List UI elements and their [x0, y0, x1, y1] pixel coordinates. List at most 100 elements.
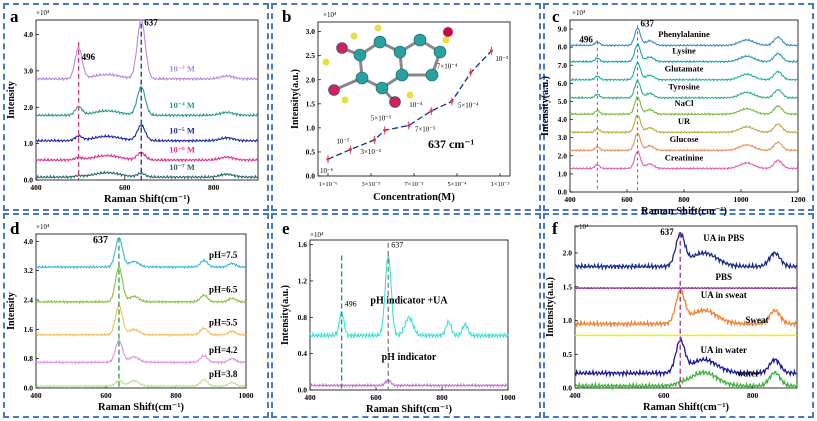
y-tick-label: 2.0 — [558, 151, 568, 160]
x-tick-label: 1200 — [791, 195, 806, 204]
atom — [433, 45, 447, 59]
y-tick-label: 0.0 — [558, 188, 568, 197]
y-tick-label: 4.0 — [24, 237, 34, 246]
series-label-4: UA in water — [700, 345, 747, 355]
y-tick-label: 4.0 — [558, 115, 568, 124]
data-point — [407, 123, 411, 128]
peak-label-496: 496 — [579, 35, 593, 45]
atom — [413, 33, 427, 47]
y-tick-label: 3.0 — [558, 133, 568, 142]
x-tick-label: 1×10⁻⁶ — [318, 181, 337, 188]
panel-letter: b — [282, 7, 291, 26]
scale-label: ×10⁴ — [36, 223, 50, 231]
series-line-0 — [569, 27, 798, 48]
y-tick-label: 0.0 — [298, 386, 308, 395]
x-tick-label: 1000 — [501, 393, 516, 402]
series-label-1: pH=6.5 — [209, 285, 238, 295]
peak-label-637: 637 — [391, 240, 403, 249]
data-point — [372, 138, 377, 142]
x-tick-label: 600 — [658, 391, 670, 400]
plot-frame — [574, 225, 798, 389]
y-tick-label: 5.0 — [558, 97, 568, 106]
atom — [355, 71, 369, 85]
series-line-0 — [35, 18, 258, 82]
series-label-3: pH=4.2 — [209, 345, 238, 355]
y-tick-label: 1.5 — [563, 282, 573, 291]
y-tick-label: 1.0 — [306, 123, 316, 132]
y-tick-label: 7.0 — [558, 61, 568, 70]
peak-annotation: 637 cm⁻¹ — [428, 137, 475, 151]
y-tick-label: 3.2 — [24, 266, 34, 275]
atom — [389, 96, 401, 108]
series-label-3: Sweat — [746, 315, 769, 325]
x-tick-label: 1000 — [734, 195, 749, 204]
atom — [406, 91, 414, 99]
y-axis-label: Intensity(a.u.) — [290, 69, 301, 129]
data-point — [450, 99, 454, 104]
y-tick-label: 1.0 — [24, 139, 34, 148]
series-label-0: UA in PBS — [703, 233, 744, 243]
atom — [374, 24, 382, 32]
atom — [442, 36, 450, 44]
x-tick-label: 600 — [370, 393, 382, 402]
atom — [353, 48, 367, 62]
panel-letter: a — [10, 7, 19, 26]
chart-d: d ×10⁴ 400 600 800 1000 0.0 0.8 1.6 2.4 3.2 4.0 Rama… — [6, 219, 254, 413]
y-tick-label: 0.0 — [306, 172, 316, 181]
y-tick-label: 3.0 — [24, 66, 34, 75]
series-line-5 — [569, 114, 799, 135]
x-tick-label: 3×10⁻⁵ — [361, 181, 380, 188]
x-tick-label: 1×10⁻³ — [491, 181, 510, 188]
series-label-2: Glutamate — [665, 64, 704, 74]
panel-letter: e — [282, 219, 290, 238]
y-tick-label: 1.0 — [558, 169, 568, 178]
data-point — [489, 49, 493, 53]
series-label-6: Glucose — [670, 134, 699, 144]
panel-a-frame — [3, 3, 269, 211]
panel-f-frame — [543, 213, 814, 418]
series-line-0 — [35, 237, 246, 270]
series-label-1: PBS — [715, 272, 732, 282]
atom — [443, 27, 453, 37]
atom — [375, 81, 389, 95]
series-label-4: NaCl — [675, 98, 695, 108]
series-line-3 — [574, 333, 798, 337]
data-point — [326, 157, 330, 161]
series-line-5 — [574, 369, 798, 391]
x-tick-label: 400 — [30, 183, 42, 192]
y-axis-label: Intensity(a.u.) — [280, 285, 291, 345]
panel-letter: c — [552, 7, 560, 26]
chart-a: a ×10⁴ 400 600 800 0.0 1.0 2.0 3.0 4.0 Raman Shift… — [6, 7, 259, 205]
x-tick-label: 400 — [569, 391, 581, 400]
atom — [336, 42, 348, 54]
chart-b: b ×10⁴ 1×10⁻⁶ 3×10⁻⁵ 7×10⁻⁵ 5×10⁻⁴ 1×10⁻³ 0.0 0.… — [282, 7, 511, 203]
y-tick-label: 2.4 — [24, 296, 34, 305]
point-label: 3×10⁻⁵ — [360, 148, 381, 156]
x-axis-label: Raman Shift(cm⁻¹) — [104, 194, 190, 205]
plot-frame — [309, 239, 509, 391]
point-label: 5×10⁻⁵ — [371, 114, 392, 122]
y-tick-label: 0.5 — [563, 350, 573, 359]
point-label: 10⁻⁶ — [320, 167, 334, 175]
series-line-1 — [35, 265, 247, 305]
series-line-4 — [35, 170, 259, 180]
atom — [341, 96, 349, 104]
atom — [350, 32, 358, 40]
y-tick-label: 8.0 — [558, 43, 568, 52]
y-tick-label: 0.0 — [563, 384, 573, 393]
panel-c-frame — [543, 3, 814, 211]
series-line-3 — [35, 338, 247, 365]
series-line-4 — [569, 96, 799, 117]
x-tick-label: 400 — [564, 195, 576, 204]
y-tick-label: 1.6 — [24, 325, 34, 334]
series-label-3: 10⁻⁶ M — [169, 145, 195, 155]
y-tick-label: 0.4 — [298, 349, 308, 358]
y-tick-label: 1.2 — [298, 276, 308, 285]
series-label-2: UA in sweat — [701, 290, 747, 300]
y-axis-label: Intensity(a.u.) — [540, 76, 551, 136]
y-tick-label: 4.0 — [24, 30, 34, 39]
series-line-2 — [35, 124, 259, 144]
chart-c: c ×10⁴ 400 600 800 1000 1200 0.0 1.0 2.0 3.0 4.0 5.0… — [540, 7, 806, 217]
x-axis-label: Raman Shift(cm⁻¹) — [98, 402, 184, 413]
